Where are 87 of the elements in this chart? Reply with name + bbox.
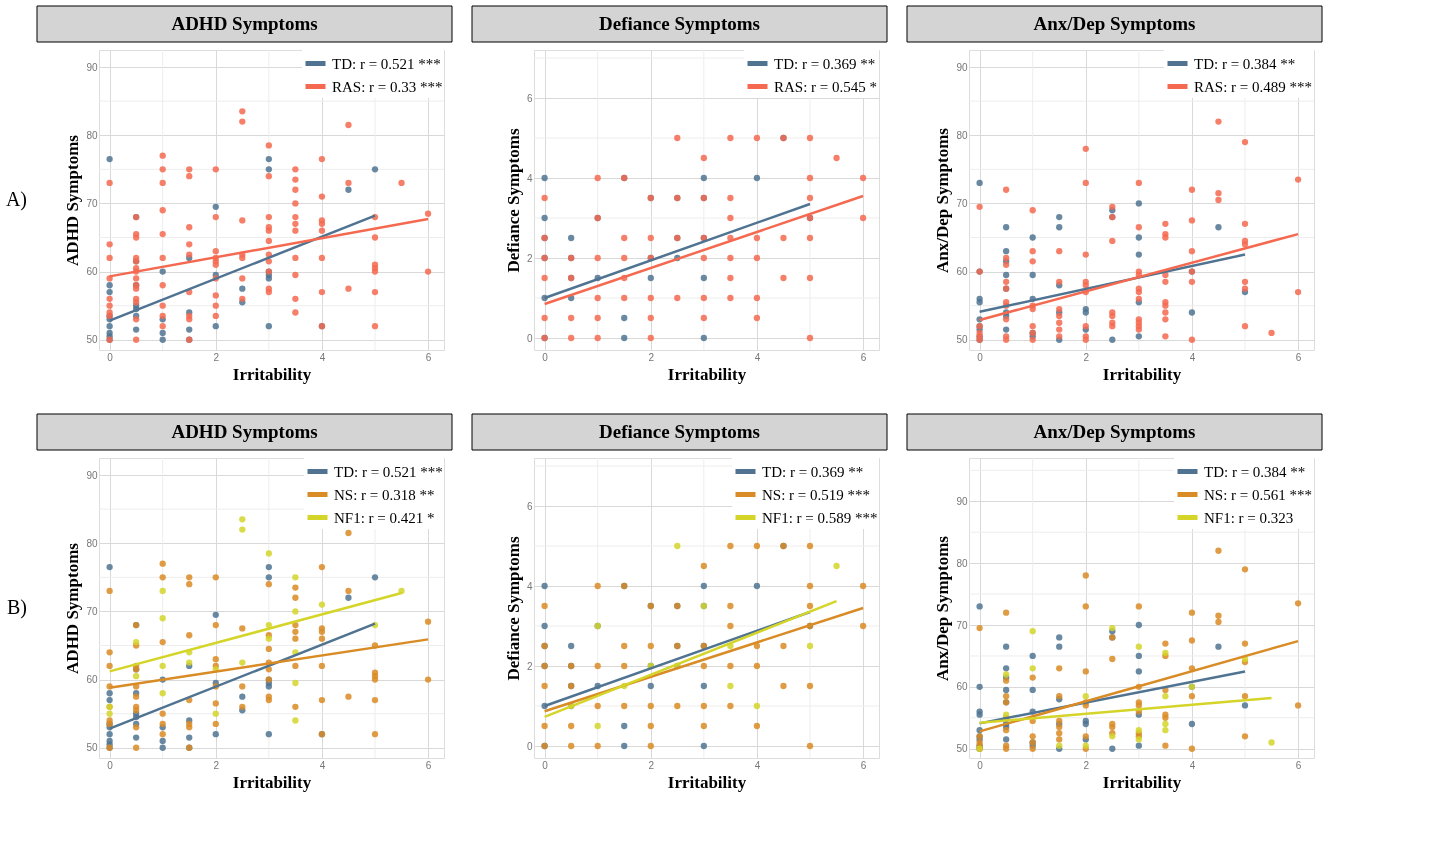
x-axis-title: Irritability	[232, 364, 312, 384]
legend-label: TD: r = 0.521 ***	[332, 55, 441, 72]
x-axis-title: Irritability	[667, 364, 747, 384]
y-axis-title: Defiance Symptoms	[503, 128, 523, 273]
y-tick-label: 2	[526, 252, 533, 264]
y-tick-label: 80	[956, 129, 968, 141]
text: B)	[7, 596, 27, 619]
text: A)	[5, 188, 27, 211]
x-tick-label: 0	[542, 351, 549, 363]
legend-label: NS: r = 0.561 ***	[1204, 486, 1313, 503]
x-axis-title: Irritability	[1102, 364, 1182, 384]
x-tick-label: 6	[1295, 351, 1302, 363]
y-axis-title: ADHD Symptoms	[63, 542, 83, 674]
y-tick-label: 50	[956, 743, 968, 755]
x-axis-title: Irritability	[1102, 772, 1182, 792]
y-tick-label: 90	[86, 61, 98, 73]
y-tick-label: 80	[956, 557, 968, 569]
x-tick-label: 4	[1189, 351, 1196, 363]
x-tick-label: 2	[648, 759, 655, 771]
x-tick-label: 0	[107, 759, 114, 771]
y-tick-label: 90	[956, 495, 968, 507]
chart-title: ADHD Symptoms	[171, 421, 318, 442]
chart-title: ADHD Symptoms	[171, 13, 318, 34]
x-tick-label: 0	[977, 351, 984, 363]
y-tick-label: 0	[526, 332, 533, 344]
x-axis-title: Irritability	[232, 772, 312, 792]
x-tick-label: 6	[425, 759, 432, 771]
y-tick-label: 70	[956, 197, 968, 209]
y-tick-label: 60	[86, 266, 98, 278]
y-tick-label: 70	[86, 197, 98, 209]
y-tick-label: 80	[86, 129, 98, 141]
chart-title: Defiance Symptoms	[599, 421, 760, 442]
y-axis-title: ADHD Symptoms	[63, 134, 83, 266]
legend-label: TD: r = 0.369 **	[762, 463, 864, 480]
x-tick-label: 0	[542, 759, 549, 771]
x-tick-label: 6	[1295, 759, 1302, 771]
y-tick-label: 50	[86, 334, 98, 346]
legend-label: TD: r = 0.521 ***	[334, 463, 443, 480]
legend-label: NS: r = 0.519 ***	[762, 486, 871, 503]
x-tick-label: 4	[754, 759, 761, 771]
chart-title: Anx/Dep Symptoms	[1033, 13, 1196, 34]
y-tick-label: 70	[86, 605, 98, 617]
x-tick-label: 0	[107, 351, 114, 363]
x-tick-label: 2	[648, 351, 655, 363]
x-tick-label: 2	[1083, 759, 1090, 771]
chart-title: Anx/Dep Symptoms	[1033, 421, 1196, 442]
y-tick-label: 70	[956, 619, 968, 631]
y-tick-label: 80	[86, 537, 98, 549]
x-tick-label: 2	[1083, 351, 1090, 363]
y-tick-label: 2	[526, 660, 533, 672]
x-axis-title: Irritability	[667, 772, 747, 792]
x-tick-label: 6	[425, 351, 432, 363]
x-tick-label: 4	[754, 351, 761, 363]
x-tick-label: 2	[213, 759, 220, 771]
y-axis-title: Defiance Symptoms	[503, 536, 523, 681]
y-tick-label: 60	[86, 674, 98, 686]
x-tick-label: 6	[860, 759, 867, 771]
y-tick-label: 4	[526, 580, 533, 592]
legend-label: TD: r = 0.369 **	[774, 55, 876, 72]
legend-label: RAS: r = 0.545 *	[774, 78, 878, 95]
legend-label: NF1: r = 0.589 ***	[762, 509, 878, 526]
y-tick-label: 0	[526, 740, 533, 752]
legend-label: NF1: r = 0.323	[1204, 509, 1294, 526]
legend-label: RAS: r = 0.33 ***	[332, 78, 443, 95]
x-tick-label: 0	[977, 759, 984, 771]
legend-label: NF1: r = 0.421 *	[334, 509, 435, 526]
y-tick-label: 90	[86, 469, 98, 481]
y-tick-label: 90	[956, 61, 968, 73]
x-tick-label: 6	[860, 351, 867, 363]
y-axis-title: Anx/Dep Symptoms	[933, 535, 953, 681]
y-axis-title: Anx/Dep Symptoms	[933, 127, 953, 273]
y-tick-label: 50	[956, 334, 968, 346]
x-tick-label: 4	[319, 351, 326, 363]
legend-label: NS: r = 0.318 **	[334, 486, 435, 503]
x-tick-label: 2	[213, 351, 220, 363]
chart-title: Defiance Symptoms	[599, 13, 760, 34]
x-tick-label: 4	[319, 759, 326, 771]
legend-label: TD: r = 0.384 **	[1194, 55, 1296, 72]
y-tick-label: 60	[956, 681, 968, 693]
y-tick-label: 50	[86, 742, 98, 754]
x-tick-label: 4	[1189, 759, 1196, 771]
legend-label: RAS: r = 0.489 ***	[1194, 78, 1313, 95]
legend-label: TD: r = 0.384 **	[1204, 463, 1306, 480]
y-tick-label: 6	[526, 92, 533, 104]
y-tick-label: 6	[526, 500, 533, 512]
y-tick-label: 4	[526, 172, 533, 184]
y-tick-label: 60	[956, 266, 968, 278]
